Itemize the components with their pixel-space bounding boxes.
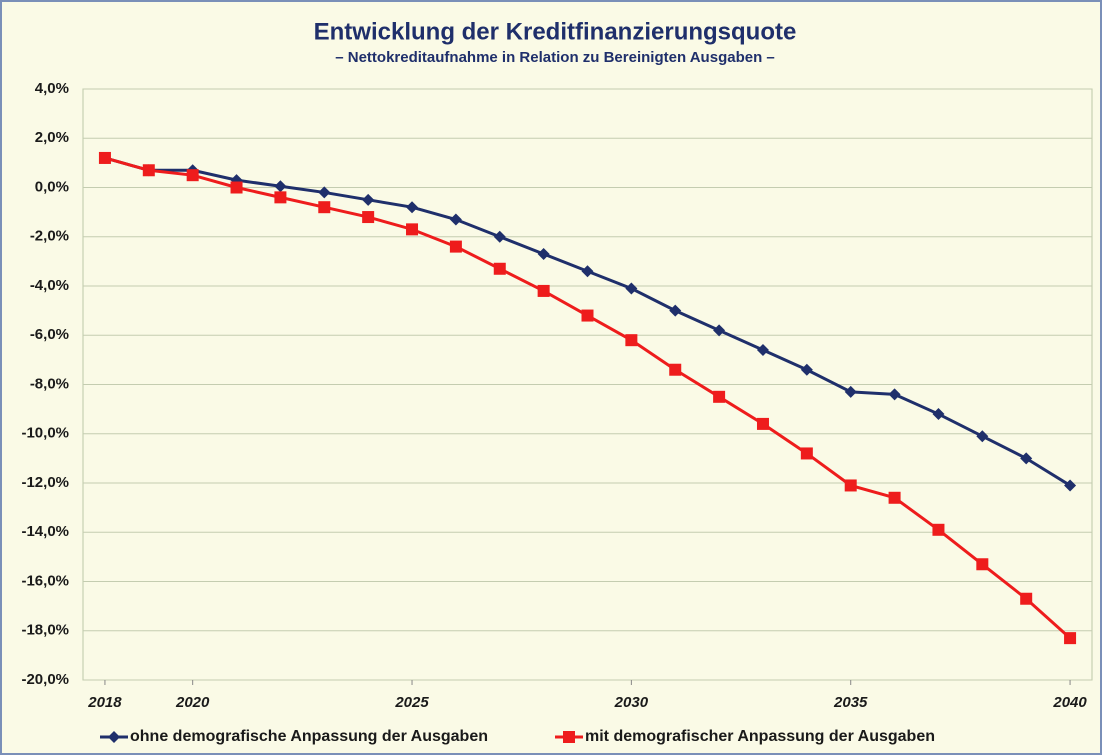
data-point <box>537 284 550 297</box>
data-point <box>318 186 331 199</box>
data-point <box>362 193 375 206</box>
y-tick-label: -14,0% <box>21 523 69 540</box>
x-tick-label: 2040 <box>1052 694 1087 711</box>
chart-subtitle: – Nettokreditaufnahme in Relation zu Ber… <box>335 49 775 66</box>
data-point <box>1064 632 1077 645</box>
data-point <box>186 169 199 182</box>
legend-marker <box>108 731 120 743</box>
chart-title: Entwicklung der Kreditfinanzierungsquote <box>314 18 797 45</box>
y-tick-label: -4,0% <box>30 277 69 294</box>
data-point <box>537 247 550 260</box>
data-point <box>230 181 243 194</box>
data-point <box>1020 452 1033 465</box>
data-point <box>844 385 857 398</box>
y-tick-label: -12,0% <box>21 474 69 491</box>
legend-label: ohne demografische Anpassung der Ausgabe… <box>130 728 488 745</box>
y-tick-label: -8,0% <box>30 375 69 392</box>
data-point <box>932 408 945 421</box>
data-point <box>1020 592 1033 605</box>
data-point <box>274 180 287 193</box>
data-point <box>713 324 726 337</box>
y-tick-label: -20,0% <box>21 671 69 688</box>
legend-label: mit demografischer Anpassung der Ausgabe… <box>585 728 935 745</box>
data-point <box>406 201 419 214</box>
data-point <box>493 262 506 275</box>
data-point <box>669 363 682 376</box>
x-tick-label: 2030 <box>614 694 649 711</box>
data-point <box>888 491 901 504</box>
y-tick-label: 4,0% <box>35 80 69 97</box>
data-point <box>800 447 813 460</box>
data-point <box>844 479 857 492</box>
y-tick-label: -2,0% <box>30 228 69 245</box>
x-tick-label: 2020 <box>175 694 210 711</box>
data-point <box>274 191 287 204</box>
data-point <box>713 390 726 403</box>
y-tick-label: -6,0% <box>30 326 69 343</box>
y-tick-label: 0,0% <box>35 178 69 195</box>
data-point <box>625 282 638 295</box>
data-point <box>625 334 638 347</box>
data-point <box>1064 479 1077 492</box>
data-point <box>756 344 769 357</box>
data-point <box>362 211 375 224</box>
data-point <box>406 223 419 236</box>
y-tick-label: 2,0% <box>35 129 69 146</box>
data-point <box>669 304 682 317</box>
legend-marker <box>563 731 575 743</box>
data-point <box>932 523 945 536</box>
data-point <box>449 213 462 226</box>
data-point <box>800 363 813 376</box>
data-point <box>581 265 594 278</box>
x-tick-label: 2025 <box>394 694 429 711</box>
data-point <box>142 164 155 177</box>
data-point <box>493 230 506 243</box>
y-tick-label: -18,0% <box>21 622 69 639</box>
data-point <box>888 388 901 401</box>
x-tick-label: 2018 <box>87 694 122 711</box>
y-tick-label: -16,0% <box>21 572 69 589</box>
data-point <box>318 201 331 214</box>
data-point <box>976 430 989 443</box>
data-point <box>581 309 594 322</box>
data-point <box>976 558 989 571</box>
data-point <box>756 417 769 430</box>
data-point <box>98 151 111 164</box>
y-tick-label: -10,0% <box>21 425 69 442</box>
x-tick-label: 2035 <box>833 694 868 711</box>
data-point <box>449 240 462 253</box>
